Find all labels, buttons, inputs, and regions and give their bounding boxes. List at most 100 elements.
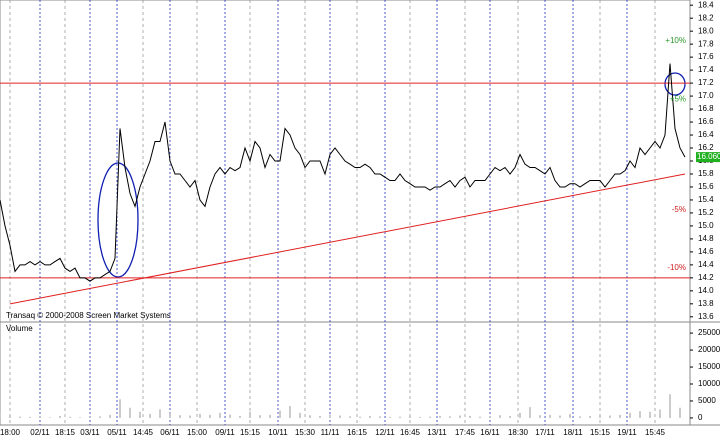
x-tick-label: 11/11 (321, 428, 340, 437)
x-tick-label: 18/11 (563, 428, 583, 437)
volume-bar (669, 394, 671, 418)
volume-bar (99, 416, 101, 418)
volume-bar (219, 412, 221, 418)
percent-label: -10% (667, 263, 686, 272)
y-tick-label: 15000 (698, 362, 720, 371)
volume-bar (659, 409, 661, 418)
percent-label: +5% (670, 94, 686, 103)
y-tick-label: 25000 (698, 328, 720, 337)
x-tick-label: 06/11 (160, 428, 180, 437)
x-tick-label: 16:45 (400, 428, 421, 437)
y-tick-label: 14.6 (698, 247, 714, 256)
y-tick-label: 10000 (698, 379, 720, 388)
y-tick-label: 16.2 (698, 143, 714, 152)
percent-label: +10% (665, 36, 686, 45)
volume-bar (539, 415, 541, 418)
last-price-label: 16.060 (697, 152, 720, 161)
y-tick-label: 14.0 (698, 286, 714, 295)
volume-bar (479, 416, 481, 418)
volume-bar (89, 416, 91, 418)
volume-bar (129, 407, 131, 418)
volume-bar (189, 415, 191, 418)
y-tick-label: 16.4 (698, 130, 714, 139)
volume-bar (519, 412, 521, 418)
volume-bar (179, 415, 181, 418)
y-tick-label: 20000 (698, 345, 720, 354)
x-tick-label: 12/11 (375, 428, 395, 437)
volume-bar (39, 416, 41, 418)
volume-bar (329, 414, 331, 418)
x-tick-label: 09/11 (215, 428, 235, 437)
x-tick-label: 18:15 (55, 428, 76, 437)
highlight-ellipse (664, 72, 686, 96)
volume-bar (59, 415, 61, 418)
x-tick-label: 14:45 (133, 428, 154, 437)
volume-bar (159, 409, 161, 418)
volume-bar (109, 414, 111, 418)
x-tick-label: 15:15 (590, 428, 611, 437)
volume-bar (309, 415, 311, 418)
y-tick-label: 18.2 (698, 13, 714, 22)
y-tick-label: 14.2 (698, 273, 714, 282)
x-tick-label: 16/11 (480, 428, 500, 437)
plot-frame (0, 0, 691, 426)
volume-bar (19, 416, 21, 418)
volume-bar (459, 415, 461, 418)
volume-bar (509, 415, 511, 418)
y-tick-label: 13.8 (698, 299, 714, 308)
volume-bar (229, 414, 231, 418)
x-tick-label: 02/11 (30, 428, 50, 437)
volume-bar (199, 413, 201, 418)
volume-bar (169, 412, 171, 418)
y-tick-label: 17.6 (698, 52, 714, 61)
y-tick-label: 17.0 (698, 91, 714, 100)
volume-bar (379, 416, 381, 418)
y-tick-label: 16.6 (698, 117, 714, 126)
volume-bar (679, 407, 681, 418)
volume-bar (49, 417, 51, 418)
y-tick-label: 18.0 (698, 26, 714, 35)
last-price-box (696, 152, 720, 163)
volume-bar (559, 415, 561, 418)
x-tick-label: 17/11 (535, 428, 555, 437)
volume-bar (549, 414, 551, 418)
y-tick-label: 16.8 (698, 104, 714, 113)
volume-bar (439, 415, 441, 418)
volume-bar (649, 411, 651, 418)
volume-bar (609, 415, 611, 418)
x-tick-label: 17:45 (455, 428, 476, 437)
trend-line (9, 173, 686, 305)
x-tick-label: 16:15 (347, 428, 368, 437)
percent-label: -5% (672, 205, 686, 214)
x-tick-label: 18:30 (508, 428, 529, 437)
y-tick-label: 17.2 (698, 78, 714, 87)
x-tick-label: 18:00 (0, 428, 21, 437)
volume-bar (149, 413, 151, 418)
volume-bar (279, 410, 281, 418)
volume-bar (319, 415, 321, 418)
volume-bar (299, 412, 301, 418)
volume-bar (249, 411, 251, 418)
volume-bar (419, 416, 421, 418)
volume-bar (119, 399, 121, 418)
volume-bar (449, 416, 451, 418)
volume-bar (589, 415, 591, 418)
volume-bar (289, 406, 291, 418)
volume-bar (259, 415, 261, 418)
y-tick-label: 15.6 (698, 182, 714, 191)
volume-bar (269, 414, 271, 418)
price-line (0, 63, 686, 282)
x-tick-label: 19/11 (617, 428, 637, 437)
volume-bar (569, 413, 571, 418)
y-tick-label: 5000 (698, 396, 716, 405)
volume-bar (359, 416, 361, 418)
credit: Transaq © 2000-2008 Screen Market System… (6, 311, 171, 320)
volume-bar (79, 417, 81, 418)
y-tick-label: 13.6 (698, 312, 714, 321)
volume-bar (639, 411, 641, 418)
x-tick-label: 15:15 (240, 428, 261, 437)
volume-bar (0, 412, 1, 418)
x-tick-label: 15:30 (295, 428, 316, 437)
y-tick-label: 18.4 (698, 0, 714, 9)
y-tick-label: 17.4 (698, 65, 714, 74)
